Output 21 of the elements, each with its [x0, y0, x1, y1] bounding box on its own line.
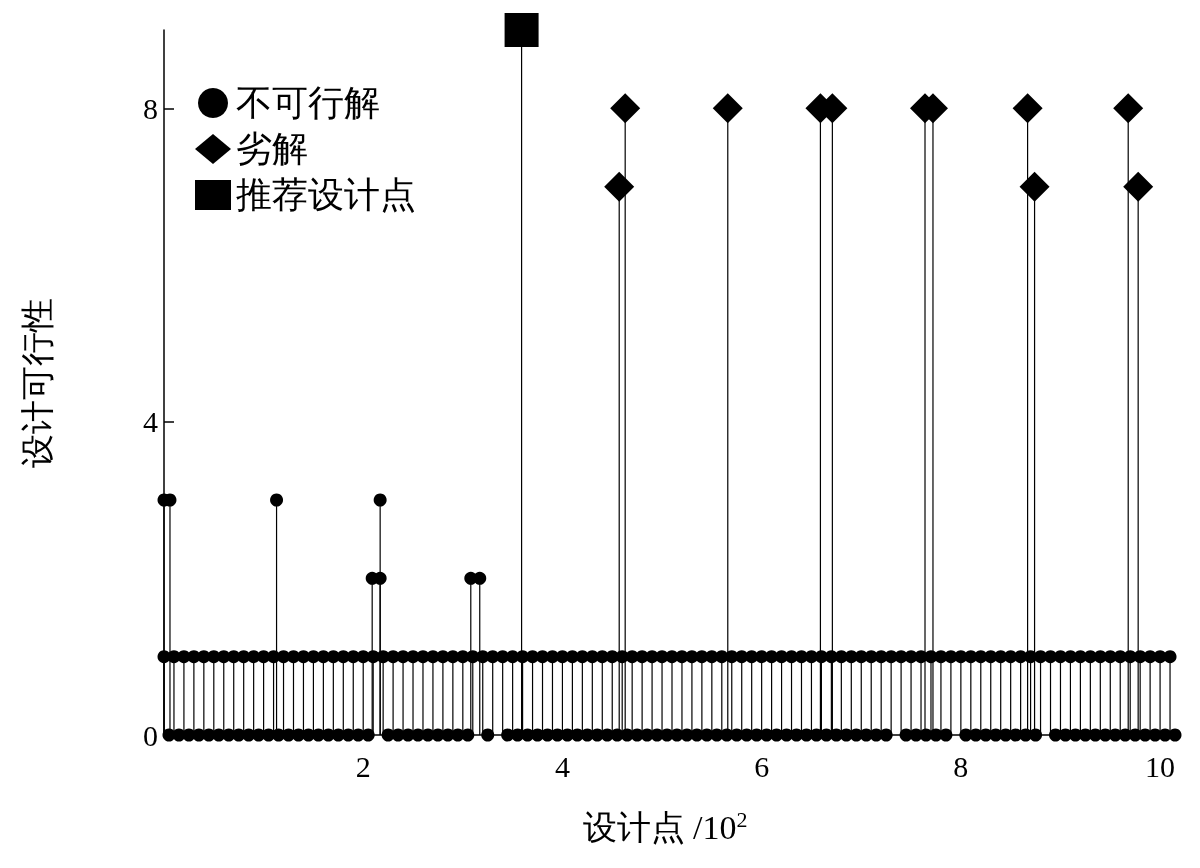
x-tick-label: 4 — [554, 749, 570, 783]
point — [1123, 171, 1154, 202]
x-tick-label: 8 — [953, 749, 969, 783]
point — [712, 93, 743, 124]
point — [1012, 93, 1043, 124]
x-tick-label: 10 — [1145, 749, 1176, 783]
y-tick-label: 8 — [143, 91, 158, 125]
point — [610, 93, 641, 124]
point — [604, 171, 635, 202]
y-tick-label: 4 — [143, 405, 158, 439]
x-tick-label: 6 — [754, 749, 770, 783]
y-tick-label: 0 — [143, 718, 158, 752]
legend-label: 推荐设计点 — [236, 175, 416, 215]
point — [1019, 171, 1050, 202]
legend-label: 劣解 — [236, 129, 308, 169]
x-axis-title: 设计点 /10$^{2}$ — [581, 805, 749, 848]
legend-label: 不可行解 — [236, 83, 380, 123]
y-axis-title: 设计可行性 — [18, 297, 56, 468]
point — [1113, 93, 1144, 124]
point — [504, 13, 539, 47]
x-tick-label: 2 — [355, 749, 371, 783]
